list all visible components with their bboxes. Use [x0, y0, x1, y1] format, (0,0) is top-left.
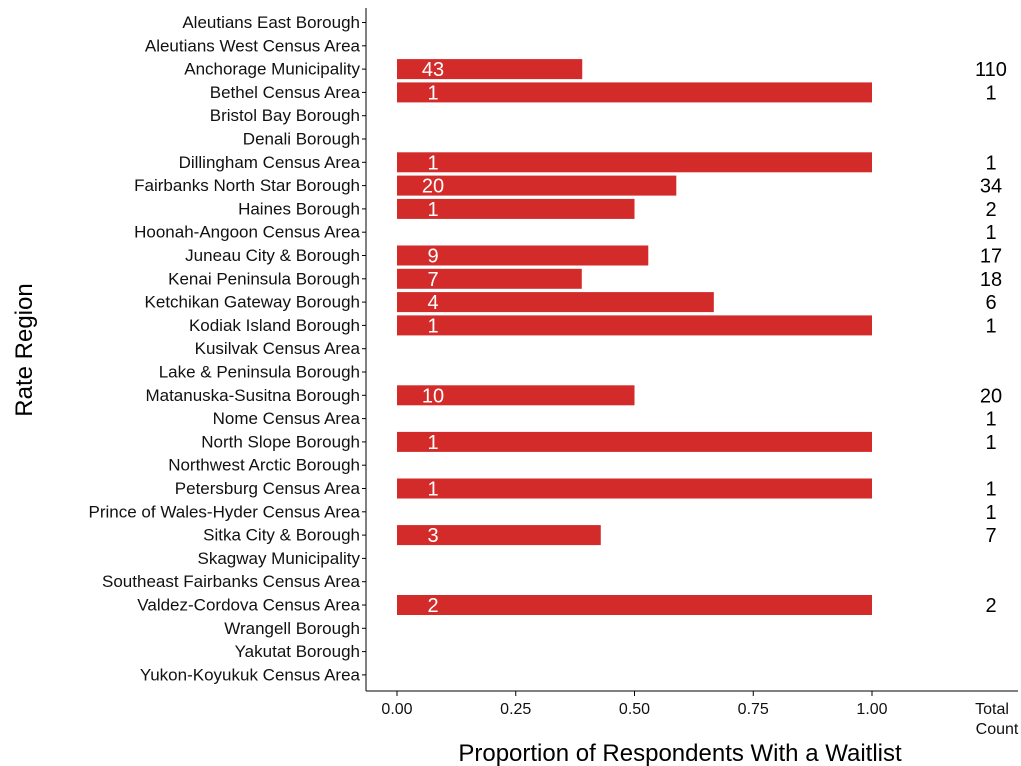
x-tick-label: 0.00 [381, 701, 412, 718]
bar-count-label: 1 [427, 199, 438, 221]
region-label: Kusilvak Census Area [195, 339, 361, 358]
total-count-label: 1 [985, 502, 996, 524]
total-count-label: 34 [980, 176, 1002, 198]
bar [397, 82, 872, 103]
total-count-label: 20 [980, 385, 1002, 407]
total-count-label: 1 [985, 222, 996, 244]
region-label: Wrangell Borough [224, 619, 360, 638]
bar [397, 385, 635, 406]
y-axis-title: Rate Region [11, 283, 38, 416]
region-label: Haines Borough [238, 199, 360, 218]
region-label: Prince of Wales-Hyder Census Area [89, 502, 361, 521]
bar-count-label: 1 [427, 479, 438, 501]
total-count-label: 1 [985, 315, 996, 337]
region-label: Yakutat Borough [235, 642, 360, 661]
bar-count-label: 1 [427, 315, 438, 337]
region-label: Bethel Census Area [210, 83, 361, 102]
bar-count-label: 9 [427, 246, 438, 268]
region-label: Matanuska-Susitna Borough [145, 386, 360, 405]
total-count-label: 1 [985, 479, 996, 501]
region-label: Aleutians West Census Area [145, 36, 361, 55]
region-label: Juneau City & Borough [185, 246, 360, 265]
bar [397, 59, 583, 80]
bar-count-label: 10 [422, 385, 444, 407]
region-label: Yukon-Koyukuk Census Area [140, 665, 361, 684]
region-label: North Slope Borough [201, 432, 360, 451]
region-label: Ketchikan Gateway Borough [145, 293, 360, 312]
x-tick-label: 0.50 [619, 701, 650, 718]
total-count-label: 2 [985, 595, 996, 617]
x-tick-label: 0.25 [500, 701, 531, 718]
bar-count-label: 2 [427, 595, 438, 617]
total-count-label: 1 [985, 82, 996, 104]
total-count-header-line1: Total [975, 701, 1009, 718]
total-count-label: 1 [985, 409, 996, 431]
region-label: Valdez-Cordova Census Area [137, 596, 360, 615]
total-count-label: 17 [980, 246, 1002, 268]
bar [397, 525, 601, 546]
bar-count-label: 43 [422, 59, 444, 81]
total-count-label: 6 [985, 292, 996, 314]
bar [397, 595, 872, 615]
bar [397, 315, 872, 336]
bar [397, 431, 872, 452]
region-label: Lake & Peninsula Borough [159, 363, 360, 382]
bar-count-label: 7 [427, 269, 438, 291]
bar-count-label: 4 [427, 292, 438, 314]
region-labels: Aleutians East Borough Aleutians West Cen… [89, 13, 366, 684]
region-label: Southeast Fairbanks Census Area [102, 572, 361, 591]
total-count-label: 1 [985, 432, 996, 454]
region-label: Dillingham Census Area [179, 153, 361, 172]
region-label: Bristol Bay Borough [210, 106, 360, 125]
bar [397, 245, 649, 266]
region-label: Anchorage Municipality [184, 60, 360, 79]
total-count-label: 7 [985, 525, 996, 547]
bar-count-label: 20 [422, 176, 444, 198]
total-count-label: 2 [985, 199, 996, 221]
region-label: Petersburg Census Area [175, 479, 361, 498]
total-count-label: 1 [985, 152, 996, 174]
region-label: Nome Census Area [213, 409, 361, 428]
bar [397, 478, 872, 499]
bar [397, 292, 714, 313]
x-axis-title: Proportion of Respondents With a Waitlis… [458, 740, 902, 766]
bar [397, 175, 677, 196]
region-label: Fairbanks North Star Borough [134, 176, 360, 195]
region-label: Aleutians East Borough [182, 13, 360, 32]
x-axis-ticks: 0.00 0.25 0.50 0.75 1.00 [381, 691, 888, 718]
region-label: Northwest Arctic Borough [168, 456, 360, 475]
region-label: Sitka City & Borough [203, 526, 360, 545]
region-label: Skagway Municipality [197, 549, 360, 568]
bar [397, 152, 872, 173]
region-label: Hoonah-Angoon Census Area [134, 223, 360, 242]
bar [397, 268, 582, 289]
x-tick-label: 1.00 [856, 701, 887, 718]
region-label: Kodiak Island Borough [189, 316, 360, 335]
total-count-label: 110 [975, 59, 1007, 81]
total-count-header-line2: Count [976, 721, 1019, 738]
bar-count-label: 3 [427, 525, 438, 547]
bar [397, 198, 635, 219]
region-label: Kenai Peninsula Borough [168, 269, 360, 288]
bar-count-label: 1 [427, 82, 438, 104]
bar-count-label: 1 [427, 152, 438, 174]
region-label: Denali Borough [243, 130, 360, 149]
total-count-label: 18 [980, 269, 1002, 291]
bar-count-label: 1 [427, 432, 438, 454]
x-tick-label: 0.75 [738, 701, 769, 718]
